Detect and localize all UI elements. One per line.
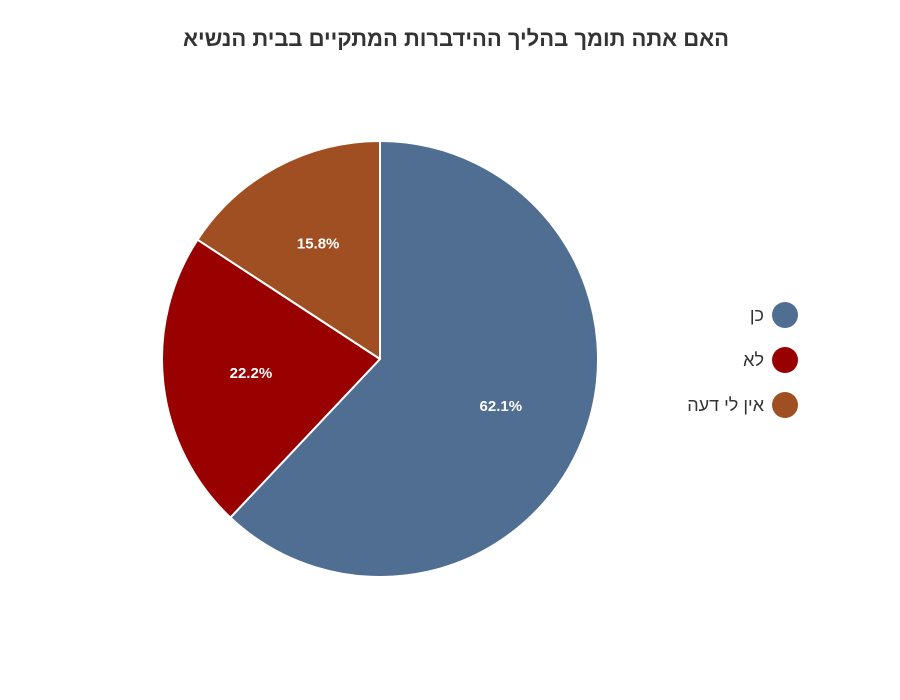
pie-slice-no-opinion[interactable]: [196, 140, 381, 360]
legend-label-no: לא: [743, 349, 764, 370]
legend-label-no-opinion: אין לי דעה: [687, 394, 764, 415]
pie-slice-no[interactable]: [161, 238, 381, 519]
legend-swatch-yes: [772, 302, 798, 328]
legend-swatch-no: [772, 347, 798, 373]
pie-data-label-yes: 62.1%: [480, 398, 523, 415]
pie-data-label-no: 22.2%: [230, 365, 273, 382]
legend-item-yes[interactable]: כן: [687, 302, 798, 328]
legend-swatch-no-opinion: [772, 392, 798, 418]
legend-item-no[interactable]: לא: [687, 347, 798, 373]
legend-label-yes: כן: [749, 304, 764, 325]
legend-item-no-opinion[interactable]: אין לי דעה: [687, 392, 798, 418]
pie-data-label-no-opinion: 15.8%: [297, 236, 340, 253]
pie-slice-yes[interactable]: [229, 140, 599, 578]
chart-title: האם אתה תומך בהליך ההידברות המתקיים בבית…: [182, 26, 730, 51]
chart-legend: כן לא אין לי דעה: [687, 302, 798, 437]
